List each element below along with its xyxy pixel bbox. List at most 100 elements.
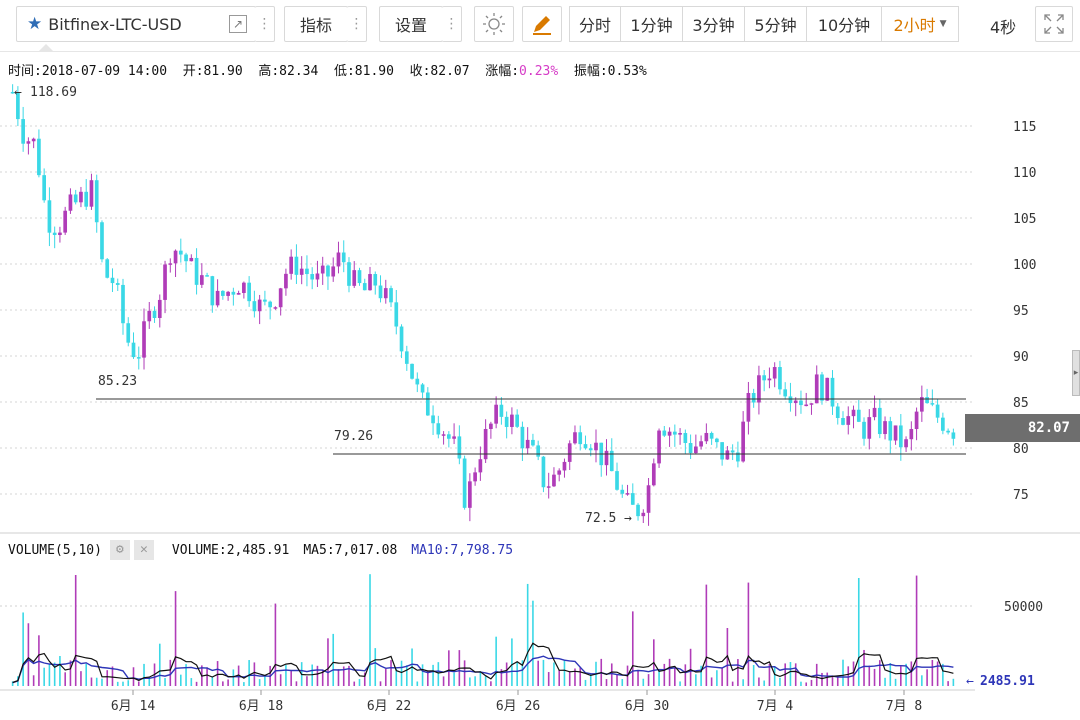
candle-body [452, 436, 456, 439]
candle-body [683, 433, 688, 444]
candle-body [215, 290, 220, 306]
candle-body [131, 342, 136, 358]
candle-body [152, 310, 157, 318]
low-value: 81.90 [354, 64, 394, 79]
candle-body [115, 283, 120, 285]
candle-body [341, 252, 346, 263]
x-tick-label: 6月 14 [111, 699, 155, 714]
candle-body [751, 392, 756, 403]
candle-body [68, 194, 73, 211]
settings-menu-button[interactable]: ⋮ [442, 6, 462, 42]
candle-body [42, 175, 47, 201]
period-2hour-dropdown[interactable]: 2小时 ▼ [881, 6, 959, 42]
gear-icon[interactable]: ⚙ [109, 540, 130, 560]
candle-body [657, 430, 661, 464]
candle-body [573, 432, 577, 444]
volume-axis-label: 50000 [1004, 600, 1043, 615]
close-label: 收: [409, 64, 431, 79]
period-label: 分时 [578, 16, 611, 35]
candle-body [194, 257, 199, 285]
candle-body [604, 450, 609, 466]
candle-body [431, 415, 435, 424]
candle-body [47, 200, 52, 233]
candle-body [163, 264, 167, 300]
candle-body [305, 268, 309, 275]
price-grid [0, 125, 975, 495]
candle-body [762, 375, 767, 381]
candle-body [37, 138, 41, 176]
ma10-line [12, 655, 954, 684]
fullscreen-button[interactable] [1035, 6, 1073, 42]
symbol-name: Bitfinex-LTC-USD [48, 14, 182, 34]
period-1min[interactable]: 1分钟 [620, 6, 683, 42]
period-label: 10分钟 [817, 16, 871, 35]
candle-body [10, 91, 15, 94]
low-marker-arrow: → [624, 511, 632, 526]
current-price-value: 82.07 [1027, 420, 1070, 436]
close-icon[interactable]: ✕ [133, 540, 154, 560]
candle-body [184, 254, 188, 262]
candle-body [294, 256, 299, 275]
price-axis: 115 110 105 100 95 90 85 80 75 [1013, 120, 1036, 503]
chevron-right-icon: ▸ [1073, 368, 1079, 378]
volume-title: VOLUME(5,10) [8, 542, 102, 558]
period-fenshi[interactable]: 分时 [569, 6, 621, 42]
candle-body [736, 452, 740, 462]
candle-body [26, 141, 31, 144]
close-value: 82.07 [430, 64, 470, 79]
candle-body [783, 389, 788, 397]
candle-body [552, 474, 556, 487]
candle-body [672, 431, 677, 435]
open-value: 81.90 [203, 64, 243, 79]
candle-body [746, 392, 751, 422]
settings-button[interactable]: 设置 [379, 6, 443, 42]
high-value: 82.34 [279, 64, 319, 79]
candle-body [883, 421, 887, 435]
current-price-tag: 82.07 [965, 414, 1080, 442]
candle-body [531, 439, 535, 446]
candle-body [499, 404, 504, 417]
candle-body [925, 397, 929, 404]
candle-body [825, 377, 830, 401]
candle-body [210, 276, 215, 306]
candle-body [231, 291, 236, 295]
candle-body [809, 403, 814, 405]
external-link-icon[interactable]: ↗ [229, 15, 247, 33]
candle-body [378, 285, 383, 299]
toolbar-divider [0, 51, 1080, 52]
amplitude-value: 0.53% [607, 64, 647, 79]
star-icon[interactable]: ★ [27, 14, 43, 34]
candle-body [16, 92, 20, 120]
indicators-button[interactable]: 指标 [284, 6, 348, 42]
draw-tool-button[interactable] [522, 6, 562, 42]
period-5min[interactable]: 5分钟 [744, 6, 807, 42]
time-label: 时间: [8, 64, 42, 79]
candle-body [263, 299, 267, 302]
low-label: 低: [333, 64, 355, 79]
candle-body [609, 450, 614, 472]
candle-body [468, 481, 472, 508]
price-tick-label: 100 [1013, 258, 1036, 273]
x-tick-label: 7月 4 [757, 699, 794, 714]
ma5-label: MA5: [303, 542, 335, 558]
refresh-interval[interactable]: 4秒 [990, 18, 1017, 37]
candle-body [662, 430, 667, 436]
period-10min[interactable]: 10分钟 [806, 6, 882, 42]
candle-body [336, 252, 341, 267]
theme-toggle-button[interactable] [474, 6, 514, 42]
price-tick-label: 110 [1013, 166, 1036, 181]
candle-body [315, 273, 320, 280]
symbol-menu-button[interactable]: ⋮ [255, 6, 275, 42]
indicators-menu-button[interactable]: ⋮ [347, 6, 367, 42]
candle-body [420, 384, 425, 393]
support-line-label: 79.26 [334, 429, 373, 444]
period-3min[interactable]: 3分钟 [682, 6, 745, 42]
candle-body [709, 432, 714, 439]
symbol-selector[interactable]: ★ Bitfinex-LTC-USD ↗ [16, 6, 256, 42]
high-marker-arrow: ← [14, 85, 22, 100]
candle-body [415, 378, 420, 385]
candle-body [620, 489, 625, 494]
side-panel-toggle[interactable]: ▸ [1072, 350, 1080, 396]
x-tick-label: 7月 8 [886, 699, 922, 714]
